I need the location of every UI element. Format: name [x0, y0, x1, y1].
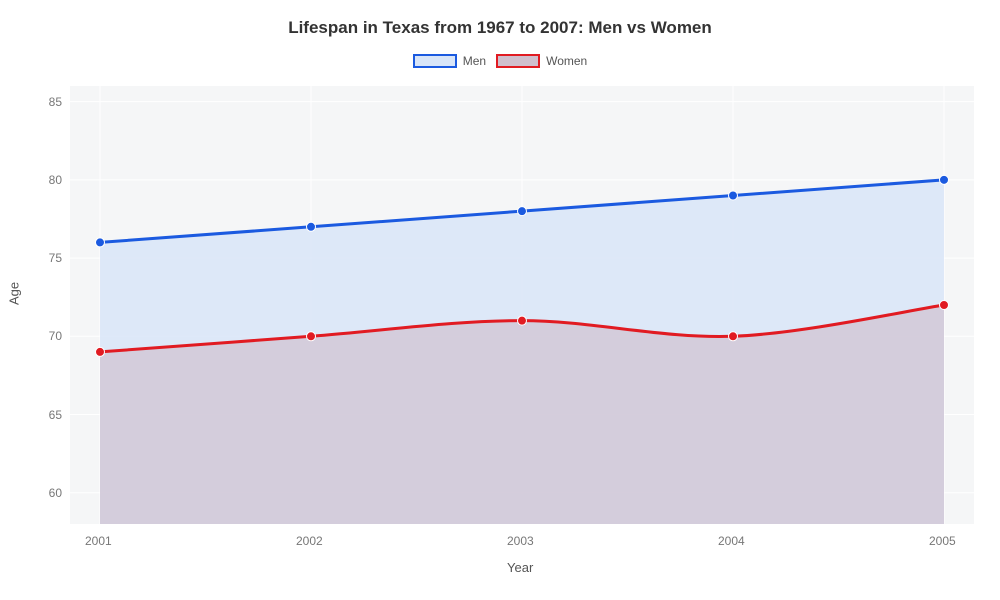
legend-swatch-men: [413, 54, 457, 68]
y-tick-label: 85: [49, 95, 62, 109]
chart-container: Lifespan in Texas from 1967 to 2007: Men…: [0, 0, 1000, 600]
legend-label-men: Men: [463, 54, 486, 68]
legend-label-women: Women: [546, 54, 587, 68]
legend-swatch-women: [496, 54, 540, 68]
y-tick-label: 80: [49, 173, 62, 187]
x-tick-label: 2002: [296, 534, 323, 548]
x-tick-label: 2003: [507, 534, 534, 548]
y-tick-label: 60: [49, 486, 62, 500]
x-tick-label: 2001: [85, 534, 112, 548]
legend-item-women: Women: [496, 54, 587, 68]
x-axis-label: Year: [507, 560, 533, 575]
chart-title: Lifespan in Texas from 1967 to 2007: Men…: [0, 18, 1000, 38]
plot-area: [70, 86, 974, 524]
y-tick-label: 65: [49, 408, 62, 422]
y-tick-label: 70: [49, 329, 62, 343]
y-tick-label: 75: [49, 251, 62, 265]
y-axis-label: Age: [7, 282, 22, 305]
x-tick-label: 2004: [718, 534, 745, 548]
legend-item-men: Men: [413, 54, 486, 68]
legend: Men Women: [0, 54, 1000, 68]
x-tick-label: 2005: [929, 534, 956, 548]
